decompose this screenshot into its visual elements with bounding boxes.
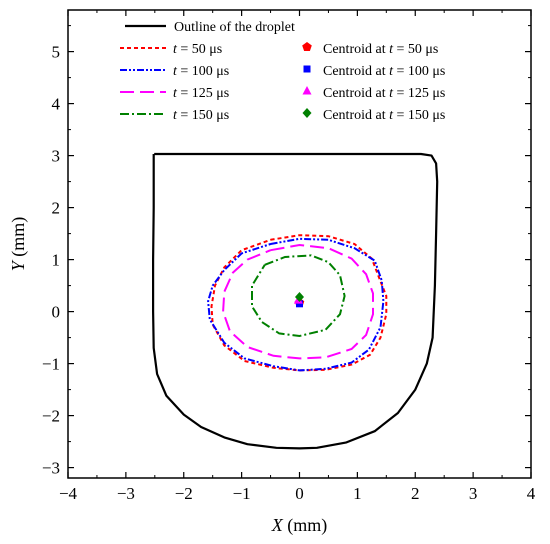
x-tick-label: 4 xyxy=(527,484,536,503)
outline-layer xyxy=(152,152,439,450)
series-line-3 xyxy=(251,254,346,338)
y-axis-title: Y (mm) xyxy=(8,217,29,272)
outline-line xyxy=(152,152,439,450)
legend-label-centroid-0: Centroid at t = 50 μs xyxy=(323,42,438,57)
y-tick-label: 5 xyxy=(52,43,61,62)
axis-ticks: −4 −3 −2 −1 0 1 2 3 4 −3 −2 −1 0 1 2 3 4 5 xyxy=(42,10,536,503)
legend-swatch-centroid-2 xyxy=(302,86,312,95)
y-tick-label: −2 xyxy=(42,407,60,426)
y-tick-label: −1 xyxy=(42,355,60,374)
legend-label-outline: Outline of the droplet xyxy=(174,20,295,35)
legend-label-centroid-2: Centroid at t = 125 μs xyxy=(323,86,445,101)
x-tick-label: −4 xyxy=(59,484,78,503)
y-tick-label: 3 xyxy=(52,147,61,166)
legend-label-centroid-3: Centroid at t = 150 μs xyxy=(323,108,445,123)
centroid-marker-1 xyxy=(296,300,303,308)
legend-label-series-3: t = 150 μs xyxy=(173,108,229,123)
y-tick-label: 1 xyxy=(52,251,61,270)
x-tick-label: −3 xyxy=(117,484,135,503)
series-line-2 xyxy=(222,243,374,360)
x-tick-label: 0 xyxy=(295,484,304,503)
centroid-marker-3 xyxy=(295,292,304,303)
y-tick-label: 2 xyxy=(52,199,61,218)
legend-label-centroid-1: Centroid at t = 100 μs xyxy=(323,64,445,79)
legend-swatch-centroid-3 xyxy=(302,108,312,118)
x-axis-title: X (mm) xyxy=(271,515,328,536)
centroid-layer xyxy=(293,292,305,308)
series-line-1 xyxy=(207,237,385,372)
legend-swatch-centroid-1 xyxy=(303,65,311,73)
legend-swatch-centroid-0 xyxy=(302,42,312,51)
y-tick-label: −3 xyxy=(42,459,60,478)
x-tick-label: −1 xyxy=(233,484,251,503)
series-layer xyxy=(207,234,388,372)
legend-label-series-2: t = 125 μs xyxy=(173,86,229,101)
x-tick-label: −2 xyxy=(175,484,193,503)
y-tick-label: 0 xyxy=(52,303,61,322)
x-tick-label: 3 xyxy=(469,484,478,503)
legend-label-series-1: t = 100 μs xyxy=(173,64,229,79)
x-tick-label: 2 xyxy=(411,484,420,503)
legend: Outline of the droplet t = 50 μs t = 100 μ… xyxy=(120,20,445,123)
legend-label-series-0: t = 50 μs xyxy=(173,42,222,57)
y-tick-label: 4 xyxy=(52,95,61,114)
x-tick-label: 1 xyxy=(353,484,362,503)
